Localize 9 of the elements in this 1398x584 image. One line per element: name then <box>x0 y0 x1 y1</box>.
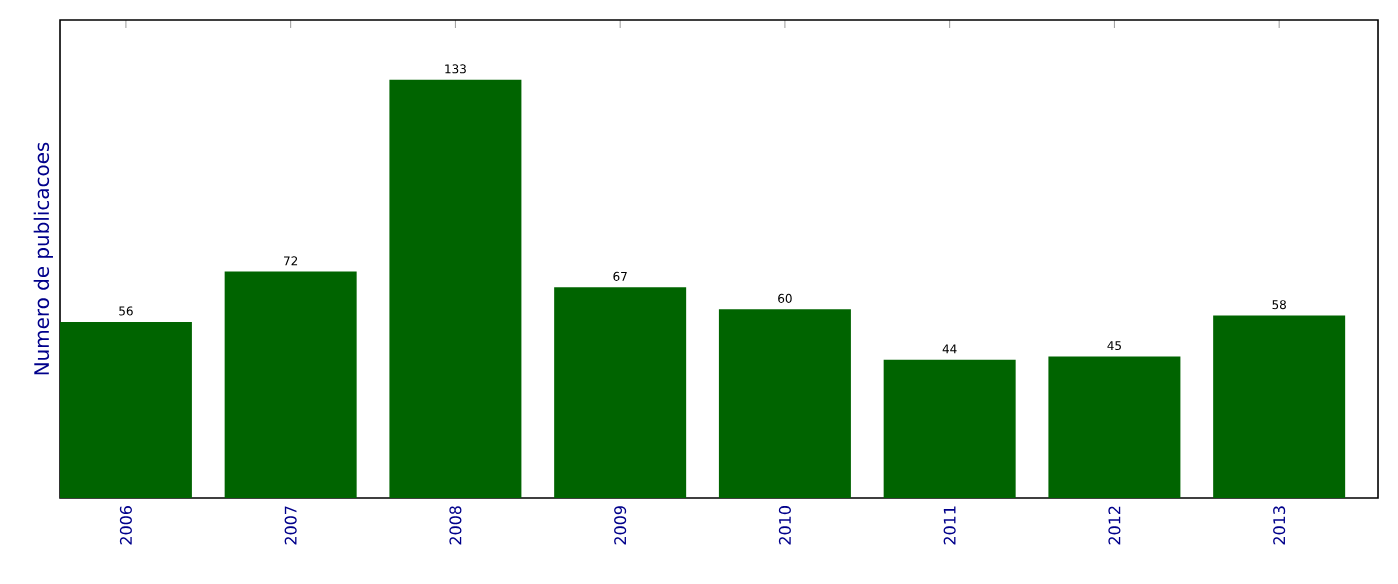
bar <box>389 79 522 498</box>
y-axis-title: Numero de publicacoes <box>33 142 53 375</box>
bar <box>60 321 192 498</box>
bar <box>224 271 357 498</box>
bar <box>883 359 1016 498</box>
bar <box>554 287 687 498</box>
bar <box>718 309 851 498</box>
bar <box>1213 315 1346 498</box>
bar <box>1048 356 1181 498</box>
